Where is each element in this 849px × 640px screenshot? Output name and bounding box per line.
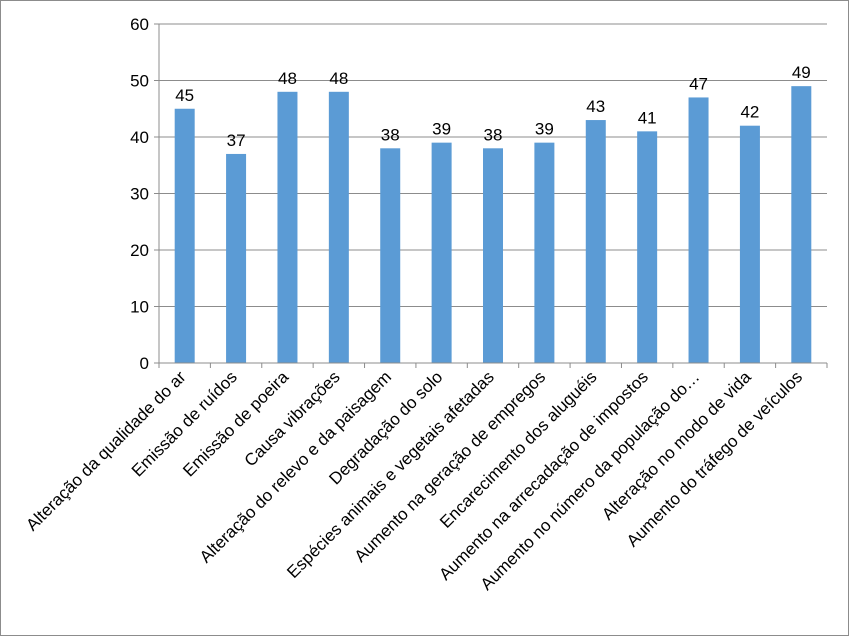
data-label: 38 <box>484 125 503 144</box>
y-tick-label: 60 <box>130 15 149 34</box>
data-label: 42 <box>740 103 759 122</box>
data-label: 41 <box>638 108 657 127</box>
data-label: 48 <box>329 69 348 88</box>
data-label: 45 <box>175 86 194 105</box>
bars <box>174 86 812 364</box>
y-tick-label: 30 <box>130 185 149 204</box>
bar <box>174 108 195 363</box>
bar <box>739 125 760 363</box>
bar <box>226 153 247 363</box>
data-labels: 45 37 48 48 38 39 38 39 43 41 47 42 49 <box>175 63 811 150</box>
bar <box>637 131 658 363</box>
bar <box>328 91 349 364</box>
data-label: 38 <box>381 125 400 144</box>
y-tick-label: 10 <box>130 298 149 317</box>
bar <box>277 91 298 364</box>
y-tick-label: 0 <box>140 354 149 373</box>
bar <box>431 142 452 363</box>
bar <box>585 120 606 363</box>
data-label: 47 <box>689 74 708 93</box>
y-tick-label: 50 <box>130 72 149 91</box>
axes <box>158 24 828 368</box>
y-axis-tick-labels: 0 10 20 30 40 50 60 <box>130 15 149 373</box>
data-label: 37 <box>227 131 246 150</box>
x-tick-label: Aumento na geração de empregos <box>351 367 550 566</box>
data-label: 43 <box>586 97 605 116</box>
y-tick-label: 20 <box>130 241 149 260</box>
bar <box>791 86 812 364</box>
bar <box>380 148 401 363</box>
bar <box>534 142 555 363</box>
x-tick-label: Causa vibrações <box>241 367 344 470</box>
bar <box>483 148 503 363</box>
data-label: 49 <box>792 63 811 82</box>
data-label: 48 <box>278 69 297 88</box>
data-label: 39 <box>535 120 554 139</box>
data-label: 39 <box>432 120 451 139</box>
bar <box>688 97 709 363</box>
y-tick-label: 40 <box>130 128 149 147</box>
